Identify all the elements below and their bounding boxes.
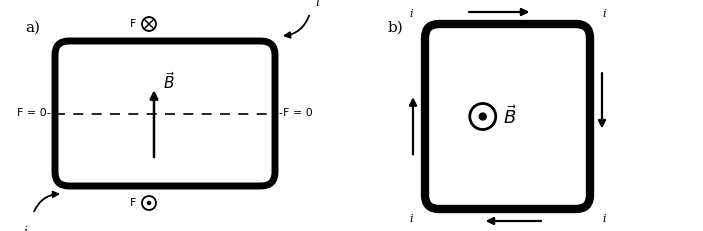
- Text: F: F: [129, 19, 136, 29]
- Circle shape: [470, 103, 496, 130]
- Text: b): b): [388, 21, 404, 35]
- Text: F = 0-: F = 0-: [18, 109, 51, 119]
- Text: a): a): [25, 21, 40, 35]
- Text: -F = 0: -F = 0: [279, 109, 313, 119]
- Text: i: i: [315, 0, 319, 9]
- Circle shape: [142, 196, 156, 210]
- Circle shape: [479, 112, 487, 121]
- Text: i: i: [409, 214, 413, 224]
- Text: $\vec{B}$: $\vec{B}$: [503, 105, 517, 128]
- Text: i: i: [602, 214, 606, 224]
- Text: F: F: [129, 198, 136, 208]
- Text: i: i: [409, 9, 413, 19]
- Circle shape: [147, 201, 151, 205]
- Text: $\vec{B}$: $\vec{B}$: [163, 71, 175, 92]
- Text: i: i: [602, 9, 606, 19]
- Text: i: i: [23, 226, 27, 231]
- Circle shape: [142, 17, 156, 31]
